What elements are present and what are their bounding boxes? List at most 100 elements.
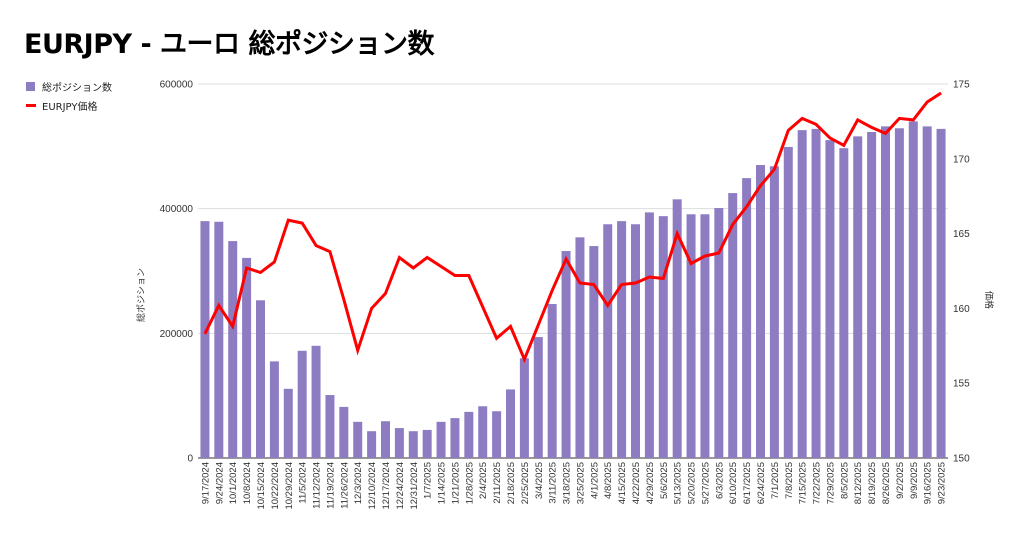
bar [200,221,210,458]
bar [783,146,793,458]
bar [506,389,515,458]
x-tick-label: 5/27/2025 [700,462,711,504]
bar [797,130,807,459]
x-tick-label: 7/22/2025 [812,462,823,504]
bar [603,224,613,458]
bar [519,358,529,458]
y-tick-label: 400000 [160,204,194,215]
bar [561,251,571,458]
bar [825,140,835,458]
bar [936,128,946,458]
legend-label: 総ポジション数 [42,83,112,94]
x-tick-label: 3/18/2025 [562,462,573,504]
x-tick-label: 5/20/2025 [687,462,698,504]
y2-tick-label: 175 [953,80,970,91]
x-tick-label: 12/24/2024 [395,462,406,510]
bar [353,421,363,458]
bar [575,237,585,458]
x-tick-label: 6/3/2025 [714,462,725,499]
y-tick-label: 200000 [160,329,194,340]
bar [672,199,682,459]
price-line [203,91,942,364]
bar [381,421,390,458]
x-tick-label: 2/4/2025 [478,462,489,499]
bar [714,208,724,458]
x-tick-label: 5/13/2025 [673,462,684,504]
x-tick-label: 4/22/2025 [631,462,642,504]
bar [408,431,418,458]
bar [450,418,460,458]
x-tick-label: 12/3/2024 [353,462,364,504]
legend-line-swatch [26,104,36,107]
x-tick-label: 9/23/2025 [937,462,948,504]
bar [394,428,404,458]
x-tick-label: 4/15/2025 [617,462,628,504]
bar [853,136,863,459]
x-tick-label: 8/12/2025 [853,462,864,504]
bar [811,128,821,458]
x-tick-label: 9/17/2024 [200,462,211,504]
bar [256,300,265,458]
legend-item-price: EURJPY価格 [26,98,97,113]
legend-item-positions: 総ポジション数 [26,79,112,94]
bar [756,165,765,459]
bar [367,431,377,458]
x-tick-label: 9/9/2025 [909,462,920,499]
x-tick-label: 2/11/2025 [492,462,503,504]
y2-tick-label: 155 [953,379,970,390]
bar [422,429,432,458]
x-tick-label: 11/12/2024 [312,462,323,509]
x-tick-label: 2/25/2025 [520,462,531,504]
bar [742,178,752,458]
y2-axis-title: 価格 [984,291,995,309]
x-tick-label: 12/31/2024 [409,462,420,510]
x-tick-label: 2/18/2025 [506,462,517,504]
x-tick-label: 3/11/2025 [548,462,559,504]
legend-label: EURJPY価格 [42,102,98,113]
bar [894,128,904,459]
x-tick-label: 3/25/2025 [575,462,586,504]
bar [311,345,321,458]
y2-tick-label: 165 [953,229,970,240]
bar [908,121,918,459]
bar [214,221,224,458]
bar [547,304,557,458]
y-axis-title: 総ポジション [135,268,146,322]
x-tick-label: 1/28/2025 [464,462,475,504]
bar [339,406,349,458]
x-tick-label: 10/8/2024 [242,462,253,504]
x-tick-label: 1/21/2025 [450,462,461,504]
x-tick-label: 10/15/2024 [256,462,267,510]
x-tick-label: 7/29/2025 [825,462,836,504]
bar [922,126,932,459]
x-tick-label: 9/2/2025 [895,462,906,499]
bar [728,193,738,459]
bar [644,212,654,458]
bar [631,224,640,458]
x-tick-label: 1/14/2025 [437,462,448,504]
bar [589,246,599,458]
x-tick-label: 8/5/2025 [839,462,850,499]
bar [881,126,890,459]
legend-bar-swatch [26,82,35,91]
x-tick-label: 1/7/2025 [423,462,434,499]
x-tick-label: 9/16/2025 [923,462,934,504]
bar [269,361,279,458]
x-tick-label: 11/26/2024 [339,462,350,509]
bar [436,421,446,458]
bar [533,337,543,458]
x-tick-label: 7/8/2025 [784,462,795,499]
y-tick-label: 0 [187,454,193,465]
bar [769,166,779,458]
x-tick-label: 9/24/2024 [214,462,225,504]
x-tick-label: 4/1/2025 [589,462,600,499]
bar [617,221,627,458]
x-tick-label: 12/17/2024 [381,462,392,510]
x-tick-label: 10/22/2024 [270,462,281,510]
bar [839,148,849,458]
bar [325,395,335,458]
y2-tick-label: 170 [953,154,970,165]
bar [867,131,877,458]
x-tick-label: 7/15/2025 [798,462,809,504]
